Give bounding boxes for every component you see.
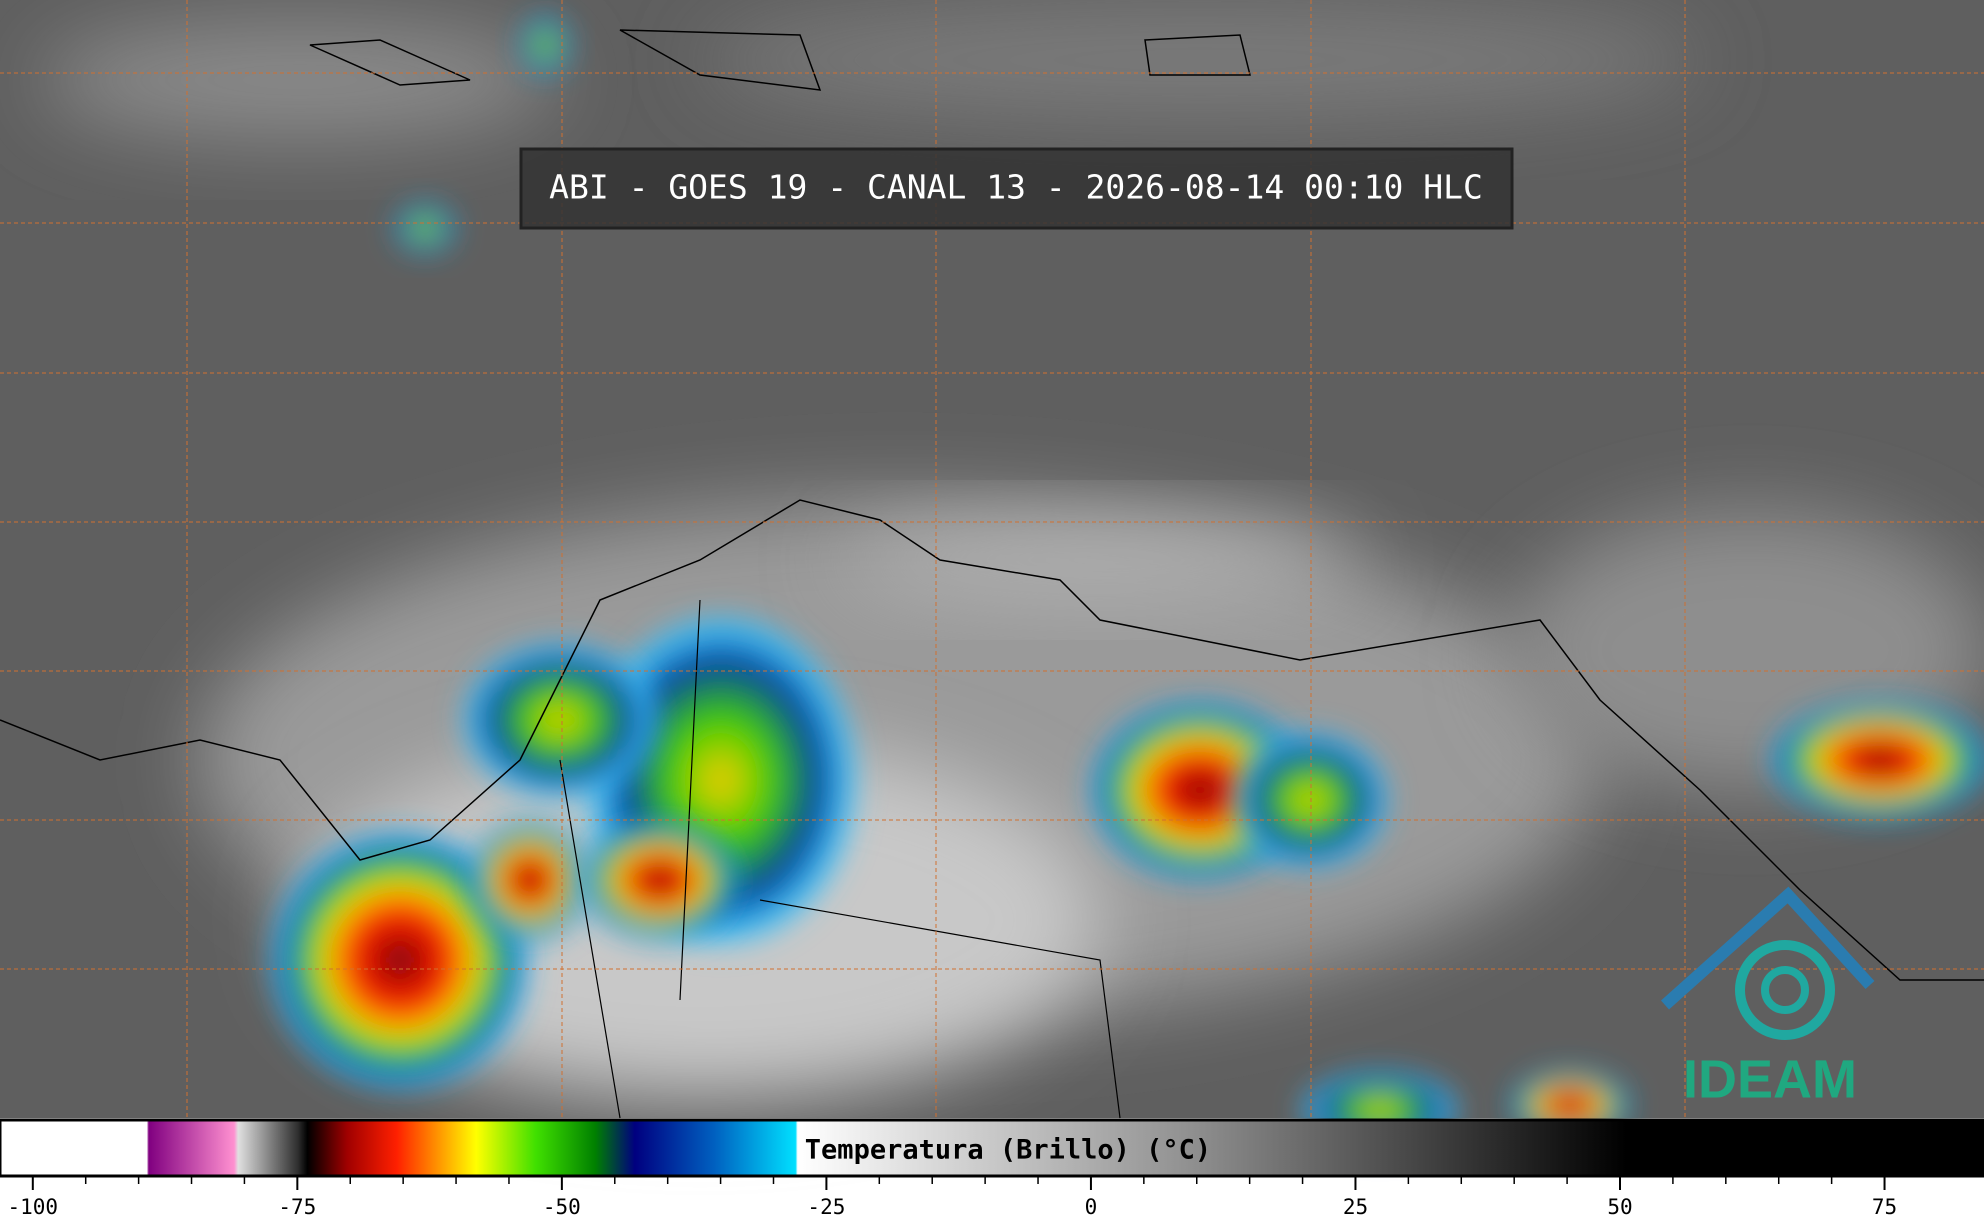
tick-label: 50 — [1607, 1195, 1632, 1219]
tick-label: 25 — [1343, 1195, 1368, 1219]
logo-text: IDEAM — [1683, 1049, 1857, 1109]
tick-label: 0 — [1085, 1195, 1098, 1219]
title-box — [519, 147, 1514, 230]
tick-label: -75 — [278, 1195, 316, 1219]
colorbar-label: Temperatura (Brillo) (°C) — [805, 1135, 1211, 1166]
tick-label: 75 — [1872, 1195, 1897, 1219]
tick-label: -25 — [807, 1195, 845, 1219]
tick-label: -100 — [8, 1195, 59, 1219]
colorbar: Temperatura (Brillo) (°C) -100 -75 -50 -25 0… — [0, 1118, 1984, 1219]
tick-label: -50 — [543, 1195, 581, 1219]
logo: IDEAM — [1661, 886, 1875, 1109]
title: ABI - GOES 19 - CANAL 13 - 2026-08-14 00… — [549, 168, 1483, 207]
